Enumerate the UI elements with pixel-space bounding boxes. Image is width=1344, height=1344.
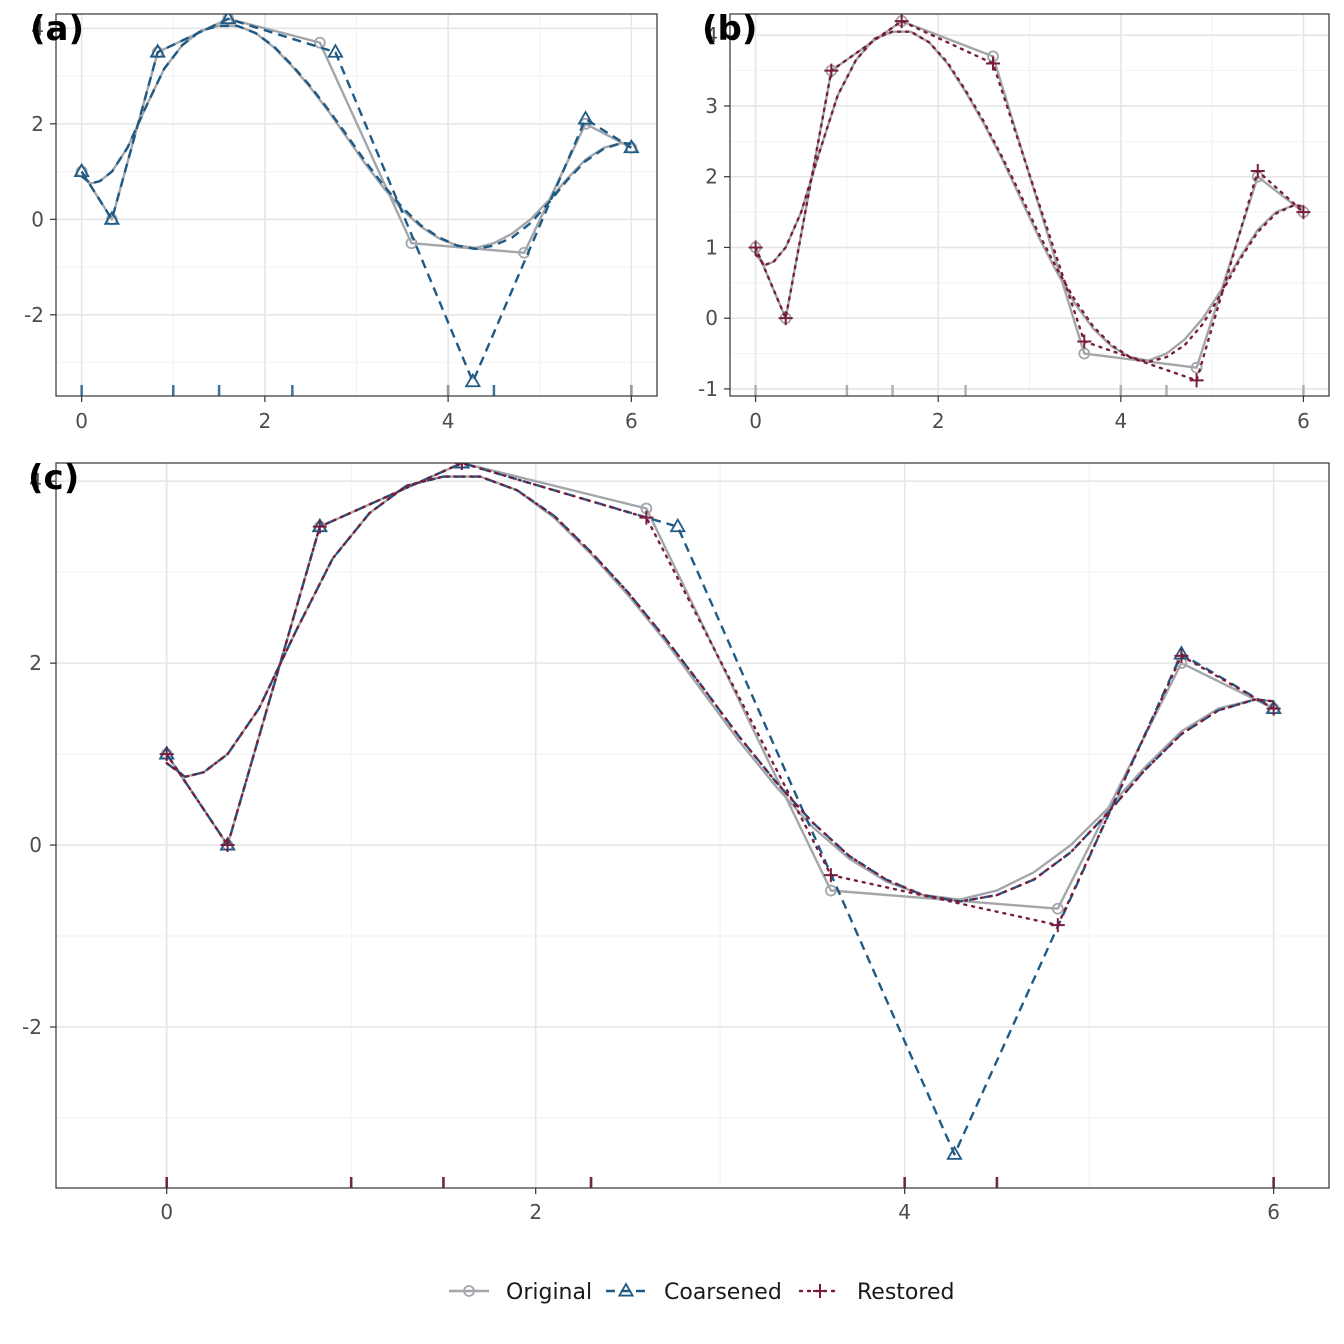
restored-point-marker [639,510,654,525]
y-tick-label: -2 [24,303,44,327]
y-tick-label: 0 [29,833,42,857]
data-layer [158,463,1282,1188]
y-tick-label: 4 [29,469,42,493]
plot-frame [729,13,1330,397]
legend-key-marker [617,1282,635,1297]
restored-point-marker [824,63,839,78]
restored-point-marker [159,747,174,762]
y-tick-label: 2 [31,112,44,136]
x-axis: 0 2 4 6 [749,396,1310,433]
coarsened-point-marker [327,43,344,58]
plot-area [56,463,1329,1188]
y-tick-label: -1 [698,377,718,401]
coarsened-point-marker [73,162,90,178]
restored-smooth-line [165,475,1275,903]
original-point-marker [1051,902,1064,915]
panel-tag: (c) [28,458,79,498]
coarsened-point-marker [464,372,482,388]
coarsened-point-marker [946,1145,963,1160]
restored-smooth-line [754,30,1305,364]
legend-label: Coarsened [664,1280,782,1305]
x-tick-label: 4 [442,409,455,433]
plot-frame [55,462,1330,1189]
restored-point-marker [894,14,909,29]
x-tick-label: 0 [160,1200,173,1224]
y-tick-label: 0 [705,306,718,330]
coarsened-point-marker [623,138,640,154]
restored-point-marker [454,463,469,470]
legend-item-original: Original [449,1280,592,1305]
plot-frame [55,13,658,397]
coarsened-series-line [165,463,1275,1156]
y-tick-label: 2 [29,651,42,675]
original-point-marker [1190,361,1203,374]
y-axis: -2 0 2 4 [22,469,56,1039]
restored-point-marker [220,838,235,853]
coarsened-point-marker [220,14,237,25]
coarsened-point-marker [103,210,121,225]
restored-point-marker [1266,701,1281,716]
legend-item-restored: Restored [798,1280,954,1305]
legend-item-coarsened: Coarsened [606,1280,782,1305]
legend-label: Restored [857,1280,954,1305]
x-axis: 0 2 4 6 [160,1188,1280,1224]
x-tick-label: 6 [1297,409,1310,433]
gridlines [56,463,1329,1188]
restored-point-marker [1189,373,1204,388]
y-tick-label: 3 [705,94,718,118]
restored-point-marker [985,56,1000,71]
original-point-marker [313,36,326,49]
coarsened-point-marker [669,517,686,533]
y-tick-label: 0 [31,207,44,231]
y-tick-label: 4 [705,23,718,47]
restored-point-marker [1077,334,1092,349]
restored-point-marker [778,311,793,326]
legend-key-marker [813,1284,827,1298]
restored-point-marker [823,868,838,883]
restored-point-marker [1050,918,1065,933]
original-point-marker [1078,347,1091,360]
x-axis: 0 2 4 6 [75,396,638,433]
panel-tag: (a) [30,9,84,49]
x-tick-label: 4 [1114,409,1127,433]
y-tick-label: -2 [22,1015,42,1039]
coarsened-point-marker [577,110,594,125]
panel-tag: (b) [702,9,757,49]
restored-point-marker [312,519,327,534]
x-tick-label: 0 [749,409,762,433]
coarsened-smooth-line [80,24,632,251]
restored-point-marker [748,240,763,255]
y-axis: -2 0 2 4 [24,16,56,327]
restored-point-marker [1296,205,1311,220]
x-tick-label: 0 [75,409,88,433]
coarsened-series-line [80,17,632,383]
y-tick-label: 1 [705,235,718,259]
x-tick-label: 4 [898,1200,911,1224]
original-point-marker [405,237,418,250]
restored-point-marker [1250,164,1265,179]
x-tick-label: 2 [259,409,272,433]
y-axis: -1 0 1 2 3 4 [698,23,730,401]
legend-key-marker [463,1285,475,1297]
x-tick-label: 6 [625,409,638,433]
original-point-marker [824,884,837,897]
coarsened-point-marker [149,43,166,58]
x-tick-label: 2 [529,1200,542,1224]
data-layer [748,14,1311,396]
legend: Original Coarsened Restored [449,1280,954,1305]
x-tick-label: 6 [1267,1200,1280,1224]
y-tick-label: 2 [705,165,718,189]
x-tick-label: 2 [932,409,945,433]
restored-point-marker [1174,648,1189,663]
legend-label: Original [506,1280,592,1305]
y-tick-label: 4 [31,16,44,40]
restored-series-line [754,19,1305,382]
original-smooth-line [754,30,1304,362]
data-layer [73,14,640,396]
